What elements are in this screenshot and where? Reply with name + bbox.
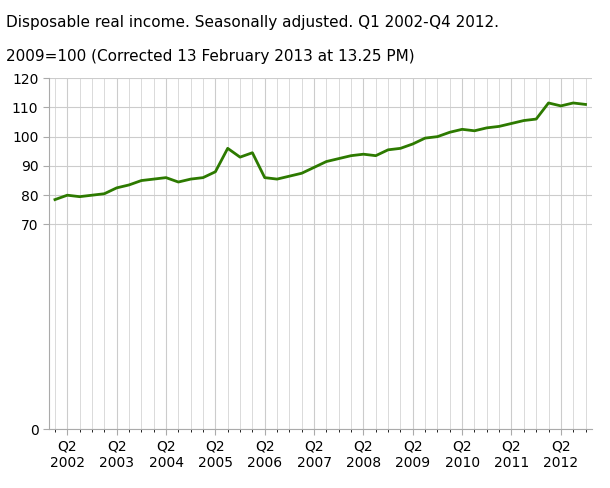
Text: Disposable real income. Seasonally adjusted. Q1 2002-Q4 2012.: Disposable real income. Seasonally adjus… [6,15,499,30]
Text: 2009=100 (Corrected 13 February 2013 at 13.25 PM): 2009=100 (Corrected 13 February 2013 at … [6,49,415,64]
